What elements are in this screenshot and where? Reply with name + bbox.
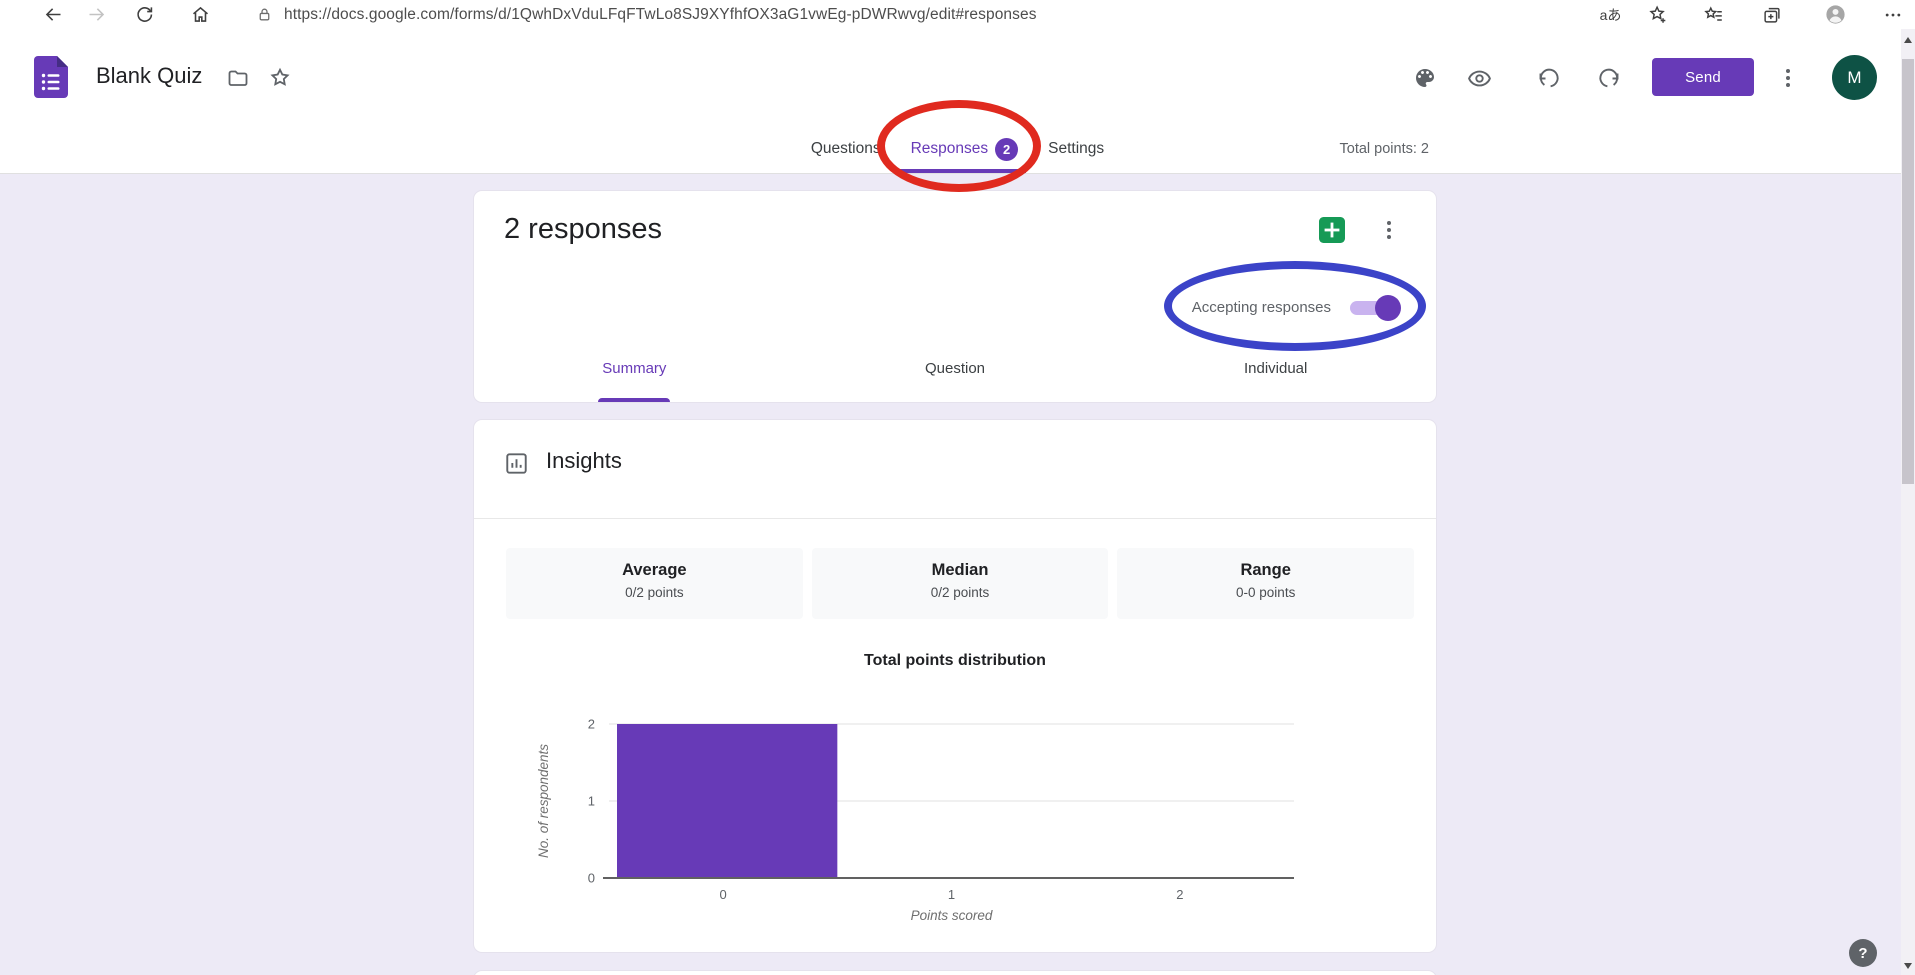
scroll-up-icon[interactable] [1904, 37, 1912, 43]
form-title[interactable]: Blank Quiz [96, 63, 203, 88]
browser-profile-icon[interactable] [1823, 2, 1848, 27]
browser-refresh-icon[interactable] [132, 2, 157, 27]
preview-eye-icon[interactable] [1466, 65, 1492, 91]
svg-text:2: 2 [588, 717, 595, 732]
accepting-responses-toggle[interactable] [1350, 294, 1401, 321]
total-points-label: Total points: 2 [1339, 141, 1429, 157]
chart-title: Total points distribution [864, 652, 1046, 669]
theme-palette-icon[interactable] [1412, 65, 1438, 91]
toggle-knob [1375, 294, 1401, 321]
redo-icon[interactable] [1596, 65, 1622, 91]
scroll-down-icon[interactable] [1904, 963, 1912, 969]
forms-header: Blank Quiz Send M Questions Responses 2 [0, 29, 1915, 174]
responses-more-icon[interactable] [1377, 218, 1401, 242]
page-scrollbar[interactable] [1901, 29, 1915, 975]
responses-subtabs: Summary Question Individual [474, 346, 1436, 402]
active-subtab-indicator [598, 398, 671, 402]
svg-text:No. of respondents: No. of respondents [536, 744, 551, 858]
responses-count-badge: 2 [995, 137, 1019, 161]
translate-icon[interactable]: aあ [1598, 2, 1623, 27]
star-icon[interactable] [267, 65, 293, 91]
svg-text:0: 0 [588, 871, 595, 886]
stat-range: Range 0-0 points [1117, 548, 1415, 619]
forms-logo-icon [34, 56, 68, 98]
stat-label: Median [931, 561, 989, 579]
undo-icon[interactable] [1536, 65, 1562, 91]
svg-text:0: 0 [720, 887, 727, 902]
svg-text:1: 1 [588, 794, 595, 809]
stat-average: Average 0/2 points [506, 548, 803, 619]
stat-label: Range [1240, 561, 1291, 579]
stat-value: 0/2 points [625, 585, 684, 600]
stat-value: 0/2 points [930, 585, 990, 600]
scrollbar-thumb[interactable] [1902, 59, 1914, 484]
responses-card: 2 responses Accepting responses Summary … [473, 190, 1437, 403]
lock-icon[interactable] [252, 2, 277, 27]
insights-chart-icon [503, 450, 530, 482]
score-stats-row: Average 0/2 points Median 0/2 points Ran… [506, 548, 1415, 619]
form-tabs: Questions Responses 2 Settings [0, 129, 1915, 169]
accepting-responses-row: Accepting responses [1191, 294, 1401, 321]
insights-title: Insights [546, 448, 622, 473]
points-distribution-chart: 0 1 2 0 1 2 No. of respondents Points scored [536, 717, 1294, 923]
send-button[interactable]: Send [1652, 58, 1754, 96]
active-tab-indicator [896, 169, 1026, 173]
more-options-icon[interactable] [1775, 65, 1801, 91]
url-bar[interactable]: https://docs.google.com/forms/d/1QwhDxVd… [284, 6, 1037, 23]
browser-forward-icon[interactable] [84, 2, 109, 27]
svg-text:2: 2 [1176, 887, 1183, 902]
move-to-folder-icon[interactable] [225, 65, 251, 91]
link-to-sheets-icon[interactable] [1319, 217, 1345, 243]
insights-header: Insights [474, 420, 1436, 519]
subtab-summary[interactable]: Summary [474, 346, 795, 402]
tab-questions[interactable]: Questions [810, 140, 881, 157]
help-button[interactable]: ? [1849, 939, 1877, 967]
accepting-responses-label: Accepting responses [1191, 299, 1331, 316]
responses-count-title: 2 responses [504, 213, 662, 245]
favorites-bar-icon[interactable] [1701, 2, 1726, 27]
account-avatar[interactable]: M [1832, 55, 1877, 100]
collections-icon[interactable] [1759, 2, 1784, 27]
svg-text:1: 1 [948, 887, 955, 902]
tab-settings[interactable]: Settings [1048, 140, 1105, 157]
browser-settings-icon[interactable] [1880, 2, 1905, 27]
insights-card: Insights Average 0/2 points Median 0/2 p… [473, 419, 1437, 953]
next-card-edge [473, 970, 1437, 975]
page-body: 2 responses Accepting responses Summary … [0, 174, 1915, 975]
stat-value: 0-0 points [1236, 585, 1296, 600]
subtab-individual[interactable]: Individual [1115, 346, 1436, 402]
browser-back-icon[interactable] [41, 2, 66, 27]
browser-toolbar: https://docs.google.com/forms/d/1QwhDxVd… [0, 0, 1915, 30]
subtab-question[interactable]: Question [795, 346, 1116, 402]
browser-home-icon[interactable] [188, 2, 213, 27]
stat-median: Median 0/2 points [811, 548, 1109, 619]
add-favorite-icon[interactable] [1645, 2, 1670, 27]
stat-label: Average [622, 561, 687, 579]
svg-text:Points scored: Points scored [911, 908, 993, 923]
tab-responses[interactable]: Responses 2 [911, 137, 1019, 161]
